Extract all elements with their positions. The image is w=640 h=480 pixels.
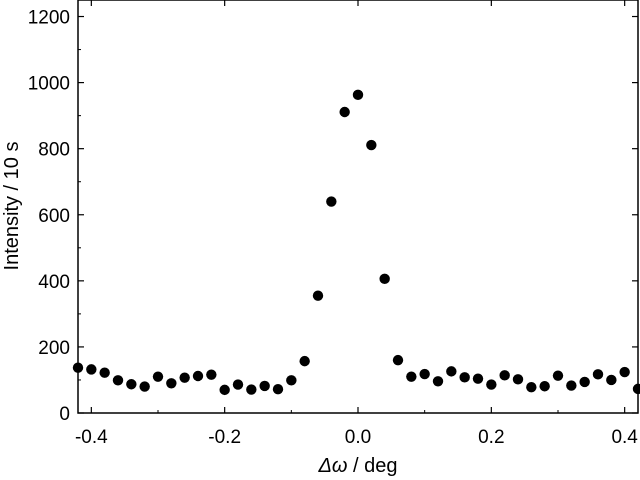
data-point bbox=[339, 106, 350, 118]
data-point bbox=[326, 196, 337, 207]
data-point bbox=[166, 378, 177, 389]
data-point bbox=[472, 373, 484, 384]
data-point bbox=[299, 355, 310, 367]
data-point bbox=[139, 381, 150, 392]
y-tick-label: 200 bbox=[38, 338, 70, 359]
data-point bbox=[286, 375, 297, 386]
data-point bbox=[219, 384, 230, 396]
plot-frame bbox=[77, 0, 639, 414]
x-axis: -0.4 -0.2 0.0 0.2 0.4 bbox=[75, 0, 638, 448]
y-tick-label: 800 bbox=[38, 140, 70, 161]
data-point bbox=[152, 371, 164, 382]
x-tick-label: 0.2 bbox=[478, 427, 504, 448]
data-point bbox=[486, 379, 497, 390]
data-point bbox=[526, 382, 537, 393]
data-point bbox=[579, 376, 590, 388]
y-tick-label: 1200 bbox=[28, 8, 70, 29]
x-tick-label: -0.4 bbox=[75, 427, 108, 448]
data-point bbox=[459, 372, 470, 383]
data-point bbox=[552, 370, 564, 381]
data-point bbox=[432, 376, 444, 387]
data-point bbox=[99, 367, 110, 378]
data-point bbox=[179, 372, 190, 383]
data-point bbox=[406, 371, 417, 382]
data-point bbox=[86, 364, 97, 375]
data-point bbox=[312, 290, 324, 301]
x-tick-label: 0.4 bbox=[611, 427, 638, 448]
data-point bbox=[566, 380, 577, 391]
data-point bbox=[206, 369, 217, 380]
data-point bbox=[392, 354, 404, 366]
data-point bbox=[352, 89, 364, 101]
y-axis: 0 200 400 600 800 1000 1200 bbox=[28, 8, 638, 425]
data-point bbox=[446, 366, 457, 377]
y-tick-label: 0 bbox=[59, 404, 70, 425]
data-point bbox=[592, 369, 604, 380]
data-points bbox=[72, 89, 640, 396]
data-point bbox=[512, 374, 524, 385]
y-axis-title: Intensity / 10 s bbox=[1, 142, 23, 271]
data-point bbox=[606, 374, 617, 386]
data-point bbox=[619, 366, 630, 378]
data-point bbox=[192, 370, 204, 382]
data-point bbox=[632, 383, 640, 395]
data-point bbox=[366, 139, 377, 151]
data-point bbox=[259, 380, 270, 392]
x-tick-label: 0.0 bbox=[345, 427, 371, 448]
y-tick-label: 400 bbox=[38, 272, 70, 293]
data-point bbox=[272, 384, 284, 395]
x-axis-title: Δω / deg bbox=[317, 455, 397, 477]
data-point bbox=[379, 273, 390, 285]
data-point bbox=[419, 368, 430, 380]
x-tick-label: -0.2 bbox=[208, 427, 241, 448]
data-point bbox=[232, 379, 244, 390]
y-tick-label: 600 bbox=[38, 206, 70, 227]
data-point bbox=[112, 375, 124, 386]
data-point bbox=[499, 370, 510, 381]
data-point bbox=[539, 381, 550, 392]
data-point bbox=[246, 384, 257, 395]
data-point bbox=[72, 362, 84, 373]
data-point bbox=[126, 379, 137, 390]
y-tick-label: 1000 bbox=[28, 74, 70, 95]
